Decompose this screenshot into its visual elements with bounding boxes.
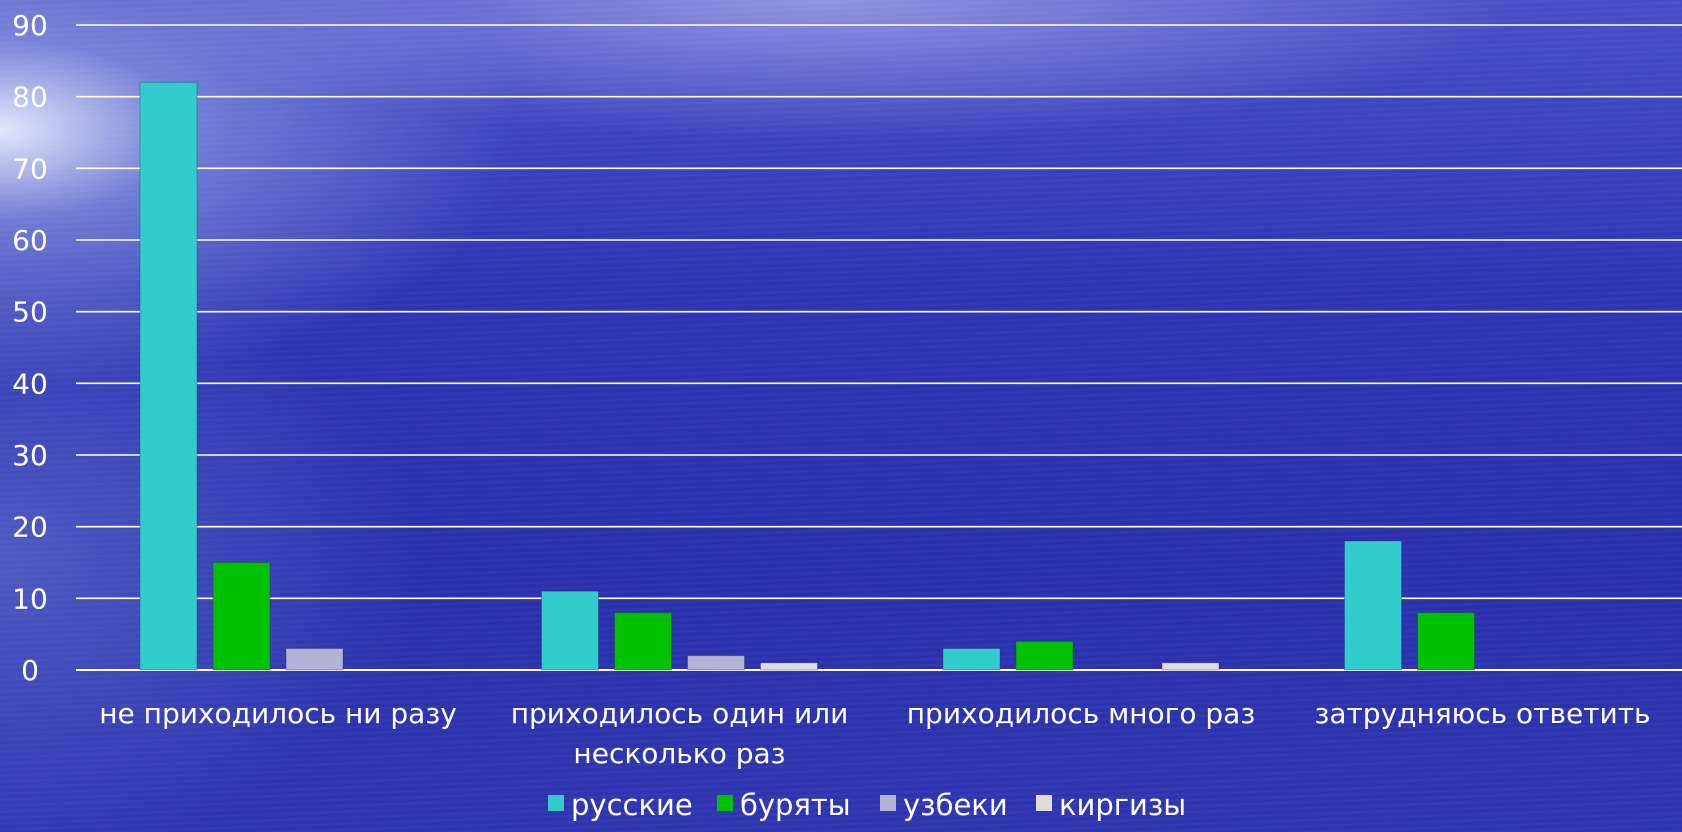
- bar-3-2: [687, 655, 745, 671]
- y-tick-label: 10: [12, 582, 48, 615]
- legend-swatch: [548, 795, 564, 811]
- y-tick-label: 0: [21, 654, 39, 687]
- y-tick-label: 80: [12, 81, 48, 114]
- bar-3-1: [285, 648, 344, 671]
- x-category-label: приходилось один или: [511, 697, 849, 730]
- legend-swatch: [880, 795, 896, 811]
- legend-label: киргизы: [1059, 788, 1186, 822]
- legend: русские буряты узбеки киргизы: [548, 788, 1186, 822]
- x-category-label: приходилось много раз: [907, 697, 1255, 730]
- y-axis-tick-labels: 0 10 20 30 40 50 60 70 80 90: [12, 9, 48, 687]
- bar-1-4: [1344, 540, 1402, 671]
- y-tick-label: 50: [12, 296, 48, 329]
- bar-2-2: [614, 612, 672, 671]
- bar-1-3: [942, 648, 1001, 671]
- bar-4-3: [1161, 662, 1220, 671]
- legend-swatch: [1036, 795, 1052, 811]
- legend-label: русские: [571, 788, 693, 822]
- bar-2-3: [1015, 640, 1074, 671]
- y-tick-label: 90: [12, 9, 48, 42]
- gridlines: [76, 24, 1682, 671]
- legend-label: узбеки: [903, 788, 1008, 822]
- bar-2-1: [212, 562, 271, 671]
- x-category-label: не приходилось ни разу: [99, 697, 457, 730]
- y-tick-label: 40: [12, 367, 48, 400]
- legend-label: буряты: [740, 788, 851, 822]
- x-category-label: несколько раз: [573, 737, 785, 770]
- bar-1-2: [541, 590, 599, 671]
- bar-4-2: [760, 662, 818, 671]
- legend-swatch: [717, 795, 733, 811]
- bar-series: [139, 81, 1475, 671]
- y-tick-label: 70: [12, 152, 48, 185]
- y-tick-label: 20: [12, 511, 48, 544]
- y-tick-label: 30: [12, 439, 48, 472]
- bar-2-4: [1417, 612, 1475, 671]
- y-tick-label: 60: [12, 224, 48, 257]
- x-axis-category-labels: не приходилось ни разу приходилось один и…: [99, 697, 1650, 770]
- bar-1-1: [139, 81, 198, 671]
- x-category-label: затрудняюсь ответить: [1314, 697, 1650, 730]
